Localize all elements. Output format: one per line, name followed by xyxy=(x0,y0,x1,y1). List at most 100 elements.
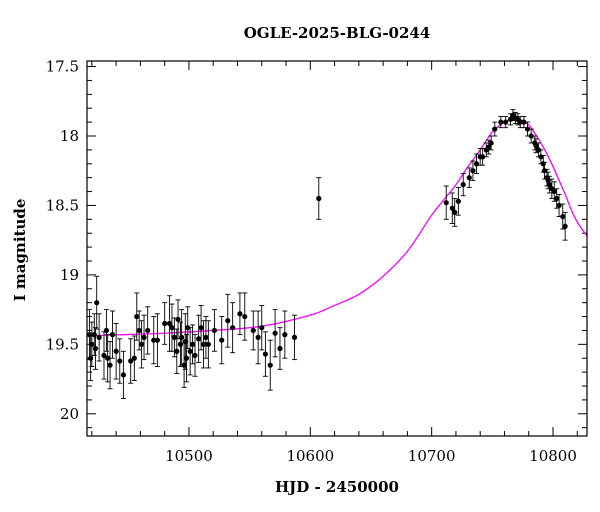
data-point-marker xyxy=(113,348,119,354)
data-point-marker xyxy=(219,337,225,343)
y-tick-label: 20 xyxy=(60,405,79,423)
data-point xyxy=(560,203,566,230)
data-point xyxy=(139,320,145,369)
data-point-marker xyxy=(460,182,466,188)
data-point-marker xyxy=(169,325,175,331)
data-point xyxy=(187,327,193,376)
data-point xyxy=(282,310,288,359)
data-point-marker xyxy=(455,198,461,204)
data-point-marker xyxy=(230,325,236,331)
data-point-marker xyxy=(560,213,566,220)
axis-ticks xyxy=(87,61,587,436)
data-point xyxy=(225,293,231,348)
x-axis-label: HJD - 2450000 xyxy=(275,478,399,496)
data-point-marker xyxy=(89,341,95,347)
data-point-marker xyxy=(103,327,110,334)
data-point xyxy=(131,335,137,381)
data-point xyxy=(498,116,504,129)
data-point xyxy=(162,302,168,345)
data-point xyxy=(205,320,211,369)
data-point-marker xyxy=(107,362,113,368)
data-point-marker xyxy=(503,119,509,125)
data-point-marker xyxy=(91,332,97,338)
data-point-marker xyxy=(94,300,100,306)
data-point xyxy=(242,292,248,341)
data-point xyxy=(134,292,140,341)
data-point xyxy=(528,128,534,144)
data-point-marker xyxy=(96,334,102,340)
x-tick-label: 10600 xyxy=(286,447,334,465)
data-point xyxy=(145,306,151,355)
data-point-marker xyxy=(562,223,568,229)
data-point-marker xyxy=(211,327,218,334)
data-point xyxy=(237,292,243,336)
data-point xyxy=(466,167,472,188)
data-point-marker xyxy=(533,143,539,149)
data-point xyxy=(549,178,555,199)
data-point-marker xyxy=(524,126,531,132)
data-point-marker xyxy=(174,348,180,354)
data-point xyxy=(107,341,113,390)
data-point-marker xyxy=(203,334,209,340)
data-point-marker xyxy=(131,355,137,361)
data-point xyxy=(443,185,449,220)
y-tick-labels: 17.5 18 18.5 19 19.5 20 xyxy=(46,58,79,423)
data-point xyxy=(452,198,458,227)
data-point xyxy=(92,327,99,370)
data-point-marker xyxy=(488,140,494,146)
data-point-marker xyxy=(166,320,173,327)
data-point-marker xyxy=(92,345,99,352)
data-point-marker xyxy=(498,119,504,125)
data-point xyxy=(169,303,175,352)
data-point-marker xyxy=(162,320,168,327)
model-curve xyxy=(87,117,587,337)
x-tick-label: 10800 xyxy=(529,447,577,465)
data-point-marker xyxy=(282,332,288,338)
data-point-marker xyxy=(466,175,472,181)
data-point-marker xyxy=(259,325,265,331)
y-tick-label: 18.5 xyxy=(46,196,79,214)
data-point-marker xyxy=(189,341,196,347)
data-point-marker xyxy=(175,316,181,322)
data-point-marker xyxy=(517,119,523,125)
data-point xyxy=(189,324,196,365)
data-point-marker xyxy=(267,362,273,368)
data-point xyxy=(200,320,207,369)
data-point-marker xyxy=(551,188,557,195)
data-point-marker xyxy=(291,334,298,340)
data-point-marker xyxy=(443,200,449,206)
data-point-marker xyxy=(192,352,198,359)
data-point xyxy=(101,331,107,380)
data-point xyxy=(262,331,268,377)
data-point-marker xyxy=(554,195,560,202)
model-curve-group xyxy=(87,117,587,337)
y-tick-label: 18 xyxy=(60,127,79,145)
data-point-marker xyxy=(277,345,283,352)
data-point-marker xyxy=(181,362,187,368)
data-point-marker xyxy=(139,341,145,347)
chart-title: OGLE-2025-BLG-0244 xyxy=(244,24,431,42)
data-point-marker xyxy=(486,144,492,150)
data-point xyxy=(492,121,498,137)
data-point xyxy=(521,116,527,129)
data-point-marker xyxy=(105,355,111,361)
data-point-marker xyxy=(528,133,534,139)
data-point xyxy=(277,327,283,370)
data-point-marker xyxy=(151,337,157,343)
data-point-marker xyxy=(88,355,94,361)
data-point xyxy=(120,350,127,399)
data-point-marker xyxy=(521,119,527,125)
data-point-marker xyxy=(255,334,261,340)
data-point xyxy=(512,111,518,124)
plot-frame xyxy=(86,60,588,437)
data-point-marker xyxy=(250,327,256,334)
data-point-marker xyxy=(141,334,147,340)
data-point-marker xyxy=(470,168,476,174)
data-point-marker xyxy=(200,341,207,347)
data-point xyxy=(166,295,173,352)
data-point-marker xyxy=(262,351,268,357)
data-point xyxy=(449,192,455,224)
data-point xyxy=(141,314,147,361)
